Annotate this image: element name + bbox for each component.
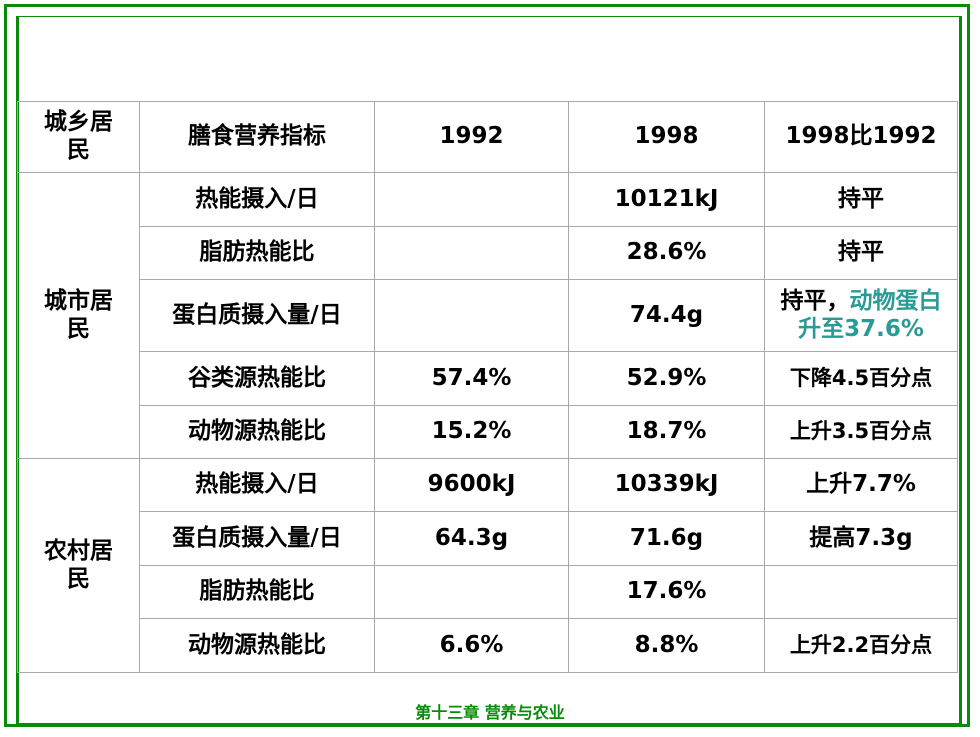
nutrition-table: 城乡居 民 膳食营养指标 1992 1998 1998比1992 城市居 民 热… xyxy=(17,101,958,673)
urban-label: 城市居 民 xyxy=(17,172,140,459)
value-1998-cell: 71.6g xyxy=(568,511,765,566)
value-1992-cell xyxy=(374,279,569,352)
compare-cell: 上升7.7% xyxy=(764,458,958,512)
value-1998-cell: 8.8% xyxy=(568,618,765,673)
value-1992-cell xyxy=(374,565,569,619)
table-row: 蛋白质摄入量/日 64.3g 71.6g 提高7.3g xyxy=(18,511,958,566)
table-row: 动物源热能比 6.6% 8.8% 上升2.2百分点 xyxy=(18,618,958,673)
table-row: 脂肪热能比 28.6% 持平 xyxy=(18,226,958,280)
compare-text: 持平 xyxy=(838,239,884,266)
compare-cell: 上升2.2百分点 xyxy=(764,618,958,673)
header-1998: 1998 xyxy=(568,101,765,173)
indicator-cell: 脂肪热能比 xyxy=(139,226,375,280)
compare-cell: 持平，动物蛋白升至37.6% xyxy=(764,279,958,352)
table-row: 蛋白质摄入量/日 74.4g 持平，动物蛋白升至37.6% xyxy=(18,279,958,352)
table-row: 谷类源热能比 57.4% 52.9% 下降4.5百分点 xyxy=(18,351,958,406)
chapter-footer: 第十三章 营养与农业 xyxy=(415,703,565,722)
value-1992-cell: 6.6% xyxy=(374,618,569,673)
indicator-cell: 蛋白质摄入量/日 xyxy=(139,279,375,352)
value-1998-cell: 52.9% xyxy=(568,351,765,406)
value-1992-cell xyxy=(374,172,569,227)
compare-text: 持平， xyxy=(780,287,850,314)
compare-cell: 下降4.5百分点 xyxy=(764,351,958,406)
compare-cell: 提高7.3g xyxy=(764,511,958,566)
compare-cell: 持平 xyxy=(764,172,958,227)
indicator-cell: 热能摄入/日 xyxy=(139,458,375,512)
header-1992: 1992 xyxy=(374,101,569,173)
indicator-cell: 动物源热能比 xyxy=(139,405,375,459)
value-1992-cell: 9600kJ xyxy=(374,458,569,512)
value-1998-cell: 28.6% xyxy=(568,226,765,280)
value-1992-cell xyxy=(374,226,569,280)
compare-cell: 上升3.5百分点 xyxy=(764,405,958,459)
value-1992-cell: 64.3g xyxy=(374,511,569,566)
header-compare: 1998比1992 xyxy=(764,101,958,173)
header-indicator: 膳食营养指标 xyxy=(139,101,375,173)
compare-teal-text: 动物蛋白升至37.6% xyxy=(798,287,942,342)
value-1998-cell: 17.6% xyxy=(568,565,765,619)
value-1998-cell: 10121kJ xyxy=(568,172,765,227)
value-1992-cell: 15.2% xyxy=(374,405,569,459)
table-row: 农村居 民 热能摄入/日 9600kJ 10339kJ 上升7.7% xyxy=(17,458,958,673)
compare-cell xyxy=(764,565,958,619)
indicator-cell: 谷类源热能比 xyxy=(139,351,375,406)
header-row: 城乡居 民 膳食营养指标 1992 1998 1998比1992 xyxy=(17,101,958,173)
table-row: 城市居 民 热能摄入/日 10121kJ 持平 xyxy=(17,172,958,459)
indicator-cell: 热能摄入/日 xyxy=(139,172,375,227)
value-1992-cell: 57.4% xyxy=(374,351,569,406)
compare-text: 持平 xyxy=(838,185,884,212)
value-1998-cell: 10339kJ xyxy=(568,458,765,512)
value-1998-cell: 74.4g xyxy=(568,279,765,352)
indicator-cell: 蛋白质摄入量/日 xyxy=(139,511,375,566)
indicator-cell: 动物源热能比 xyxy=(139,618,375,673)
rural-label: 农村居 民 xyxy=(17,458,140,673)
header-group: 城乡居 民 xyxy=(17,101,140,173)
indicator-cell: 脂肪热能比 xyxy=(139,565,375,619)
compare-cell: 持平 xyxy=(764,226,958,280)
table-row: 动物源热能比 15.2% 18.7% 上升3.5百分点 xyxy=(18,405,958,459)
value-1998-cell: 18.7% xyxy=(568,405,765,459)
table-row: 脂肪热能比 17.6% xyxy=(18,565,958,619)
